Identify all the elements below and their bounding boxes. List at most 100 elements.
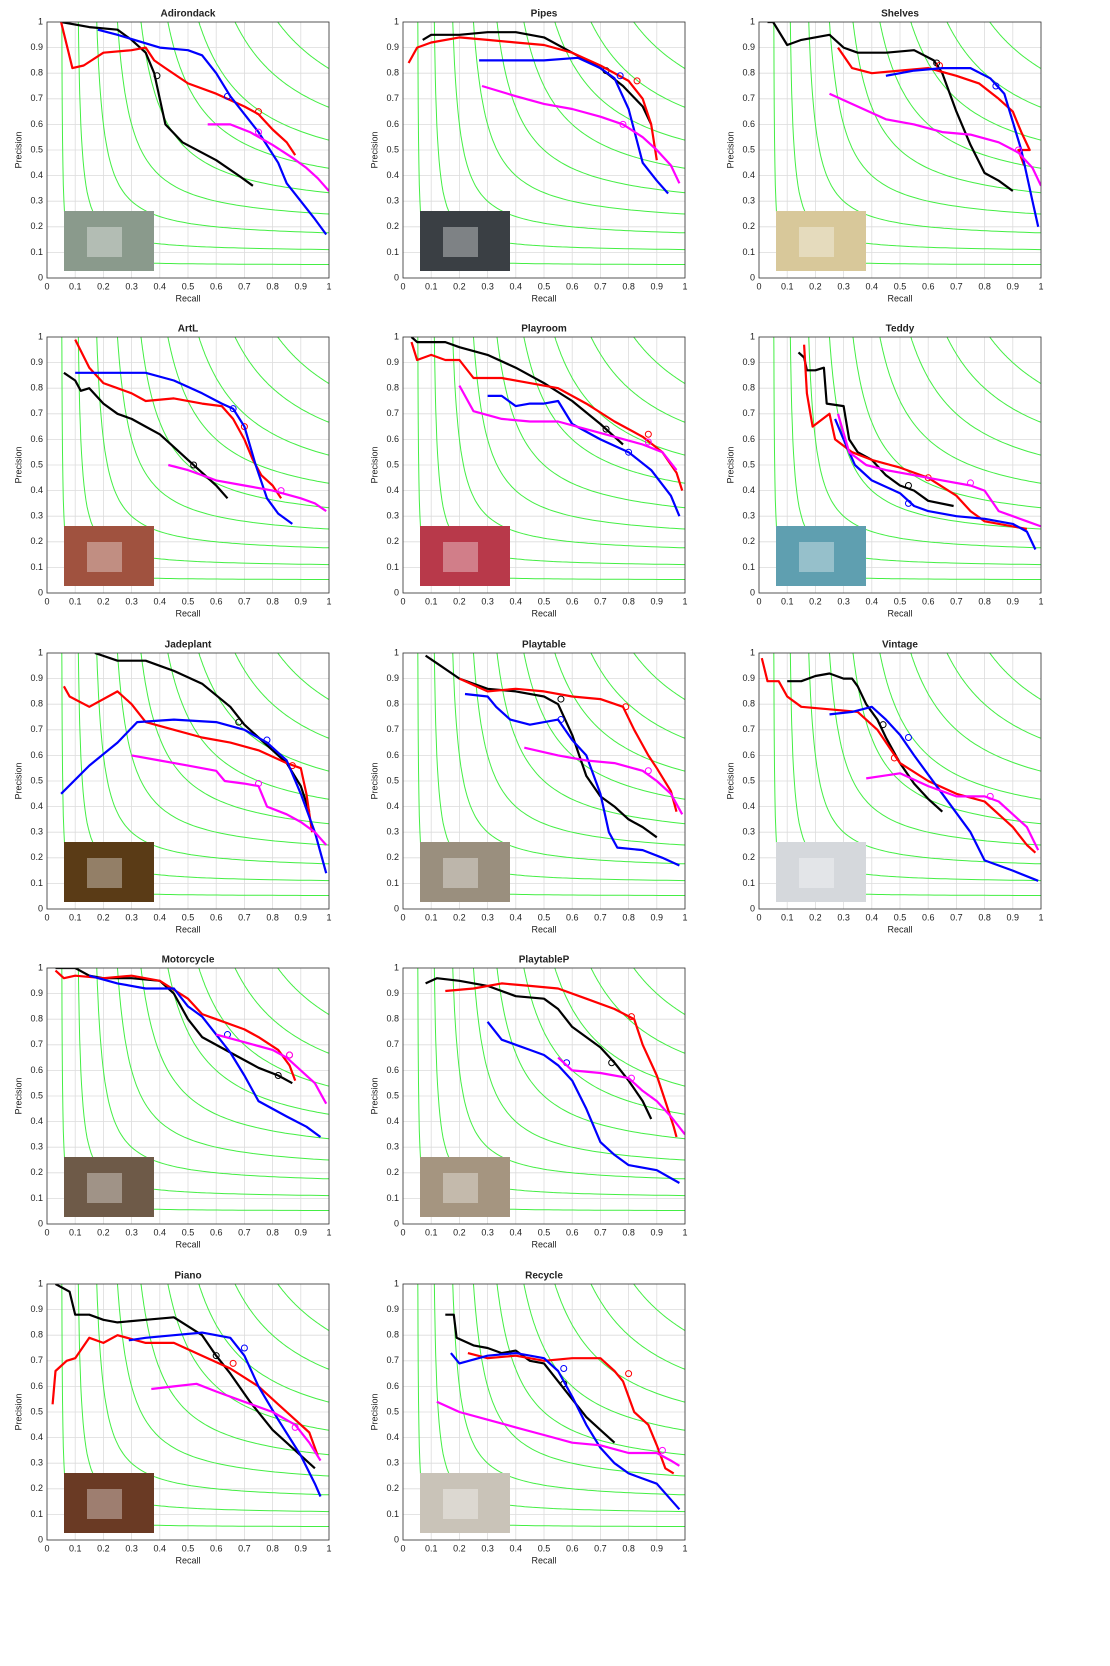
y-tick-label: 0.2 (30, 852, 43, 862)
x-tick-label: 0.7 (594, 1227, 607, 1237)
y-tick-label: 0.4 (386, 170, 399, 180)
x-tick-label: 1 (326, 281, 331, 291)
y-tick-label: 1 (394, 1278, 399, 1288)
y-tick-label: 1 (38, 331, 43, 341)
panel: 00.10.20.30.40.50.60.70.80.9100.10.20.30… (13, 640, 331, 935)
y-tick-label: 0 (38, 903, 43, 913)
y-axis-label: Precision (369, 446, 379, 483)
y-tick-label: 0.4 (30, 485, 43, 495)
thumbnail-detail (799, 858, 834, 888)
x-tick-label: 0.7 (238, 1227, 251, 1237)
y-tick-label: 0.8 (742, 699, 755, 709)
chart-title: Playroom (521, 324, 567, 335)
x-axis-label: Recall (531, 1239, 556, 1249)
y-tick-label: 0.1 (386, 1193, 399, 1203)
x-tick-label: 0.2 (809, 281, 822, 291)
x-axis-label: Recall (887, 608, 912, 618)
chart-title: PlaytableP (519, 955, 570, 966)
y-tick-label: 0.9 (30, 357, 43, 367)
x-tick-label: 0.4 (510, 1543, 523, 1553)
chart-title: Jadeplant (165, 640, 212, 651)
x-axis-label: Recall (531, 608, 556, 618)
x-axis-label: Recall (887, 924, 912, 934)
x-tick-label: 0.3 (481, 912, 494, 922)
y-axis-label: Precision (369, 131, 379, 168)
x-tick-label: 0.6 (210, 1543, 223, 1553)
y-tick-label: 1 (750, 647, 755, 657)
x-tick-label: 0.2 (453, 1227, 466, 1237)
y-tick-label: 0.6 (742, 750, 755, 760)
y-tick-label: 0.1 (30, 247, 43, 257)
y-tick-label: 1 (394, 16, 399, 26)
x-tick-label: 0.9 (651, 912, 664, 922)
y-axis-label: Precision (725, 131, 735, 168)
x-tick-label: 0.1 (69, 281, 82, 291)
panel: 00.10.20.30.40.50.60.70.80.9100.10.20.30… (725, 9, 1043, 304)
y-tick-label: 0.5 (742, 459, 755, 469)
y-tick-label: 1 (38, 647, 43, 657)
y-tick-label: 0 (394, 587, 399, 597)
y-tick-label: 1 (38, 16, 43, 26)
y-tick-label: 0.6 (30, 119, 43, 129)
y-tick-label: 0.4 (30, 1432, 43, 1442)
y-tick-label: 0.6 (30, 1065, 43, 1075)
y-tick-label: 0.5 (386, 1090, 399, 1100)
y-tick-label: 0.4 (30, 1116, 43, 1126)
x-tick-label: 0.2 (453, 1543, 466, 1553)
x-tick-label: 0.2 (453, 912, 466, 922)
y-tick-label: 0.2 (30, 1483, 43, 1493)
x-tick-label: 0.7 (594, 912, 607, 922)
y-axis-label: Precision (13, 762, 23, 799)
y-tick-label: 0 (394, 903, 399, 913)
x-tick-label: 0.1 (425, 1227, 438, 1237)
panel: 00.10.20.30.40.50.60.70.80.9100.10.20.30… (725, 640, 1043, 935)
chart-title: Teddy (886, 324, 915, 335)
y-tick-label: 0.8 (386, 1330, 399, 1340)
x-tick-label: 0.5 (538, 1227, 551, 1237)
x-tick-label: 0.6 (210, 1227, 223, 1237)
y-tick-label: 0.3 (386, 1458, 399, 1468)
x-tick-label: 1 (326, 912, 331, 922)
thumbnail-detail (443, 542, 478, 572)
y-tick-label: 0.1 (742, 247, 755, 257)
y-tick-label: 0.8 (742, 383, 755, 393)
x-tick-label: 0 (44, 596, 49, 606)
x-tick-label: 0 (400, 1543, 405, 1553)
x-tick-label: 0.8 (266, 912, 279, 922)
y-tick-label: 0.2 (30, 221, 43, 231)
x-tick-label: 0.6 (922, 912, 935, 922)
x-tick-label: 0.7 (238, 1543, 251, 1553)
y-tick-label: 0.9 (386, 988, 399, 998)
x-tick-label: 0.5 (538, 912, 551, 922)
y-tick-label: 0.9 (386, 357, 399, 367)
x-tick-label: 0.9 (295, 596, 308, 606)
figure: 0 0.1 0.2 0.3 0.4 0.5 0.6 0.7 0.8 0.9 1 0 0.1 0.2 0.3 0… (0, 0, 1110, 1666)
thumbnail-detail (87, 1173, 122, 1203)
y-axis-label: Precision (13, 1393, 23, 1430)
y-tick-label: 0.6 (386, 119, 399, 129)
x-tick-label: 0.4 (154, 281, 167, 291)
x-tick-label: 0.3 (481, 1543, 494, 1553)
y-tick-label: 0.2 (742, 852, 755, 862)
thumbnail-detail (87, 227, 122, 257)
y-tick-label: 0.1 (386, 878, 399, 888)
x-tick-label: 0 (756, 912, 761, 922)
y-tick-label: 0.2 (742, 221, 755, 231)
x-axis-label: Recall (531, 924, 556, 934)
x-tick-label: 0.5 (894, 912, 907, 922)
x-tick-label: 0.3 (125, 912, 138, 922)
x-tick-label: 0.1 (69, 1227, 82, 1237)
y-tick-label: 0.9 (30, 988, 43, 998)
x-tick-label: 0.4 (866, 281, 879, 291)
y-tick-label: 0.6 (742, 119, 755, 129)
y-tick-label: 0.9 (742, 42, 755, 52)
y-tick-label: 0.5 (30, 775, 43, 785)
x-tick-label: 0.8 (622, 281, 635, 291)
x-tick-label: 0 (44, 1227, 49, 1237)
x-tick-label: 0.9 (295, 912, 308, 922)
y-tick-label: 0.7 (30, 724, 43, 734)
y-tick-label: 0.4 (30, 801, 43, 811)
y-tick-label: 0.6 (742, 434, 755, 444)
